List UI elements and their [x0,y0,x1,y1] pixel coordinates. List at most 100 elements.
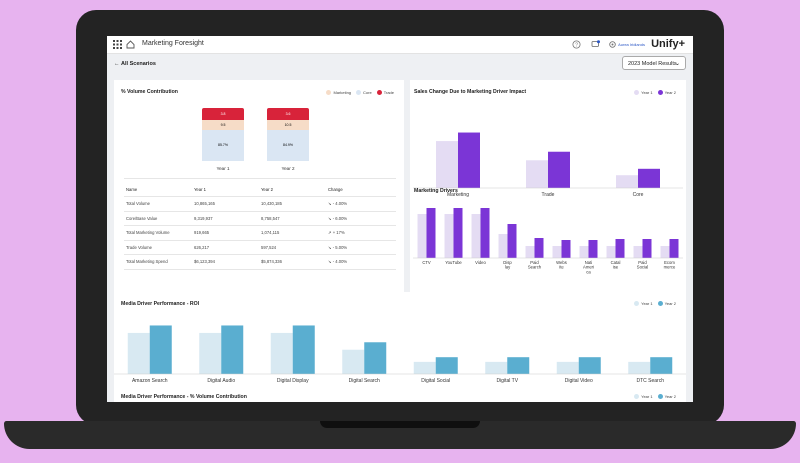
change-value: - 5.00% [332,244,348,250]
bar-year1 [525,246,535,258]
help-icon[interactable]: ? [572,40,581,49]
cell-y1: 919,665 [192,225,259,241]
table-row: Total Marketing Volume 919,665 1,074,115 ↗ … [124,225,396,241]
category-label: Video [475,260,486,265]
category-label: Disp lay [503,260,512,270]
cell-y2: 10,430,185 [259,196,326,212]
bar-year1 [444,214,454,258]
roi-legend: Year 1 Year 2 [634,301,676,307]
segment-trade: 3.8 [202,108,244,120]
bar-year2 [480,208,490,258]
bar-year2 [548,151,570,188]
category-label: CTV [422,260,431,265]
bar-year2 [642,239,652,258]
change-value: - 4.00% [332,259,348,265]
bar-year2 [149,325,172,374]
cell-y2: 1,074,115 [259,225,326,241]
bar-year2 [588,240,598,258]
trend-down-icon: ↘ [328,244,333,250]
bar-year2 [426,208,436,258]
bar-year2 [458,132,480,188]
volume-contribution-title: % Volume Contribution [121,89,178,95]
trend-down-icon: ↘ [328,259,333,265]
segment-marketing: 10.5 [267,120,309,130]
volume-performance-title: Media Driver Performance - % Volume Cont… [121,394,247,400]
legend-year2: Year 2 [657,90,676,96]
roi-card: Media Driver Performance - ROI Year 1 Ye… [114,292,686,392]
col-year2: Year 2 [259,182,326,197]
category-label: Digital Display [277,378,309,384]
cell-y2: 597,524 [259,240,326,255]
bar-year2 [507,224,517,258]
trend-up-icon: ↗ [328,230,333,236]
bar-year2 [561,240,571,258]
bar-year2 [578,357,601,374]
legend-year1: Year 1 [634,301,653,307]
category-label: Webs ite [556,260,567,270]
segment-marketing: 9.5 [202,120,244,130]
bar-year2 [615,239,625,258]
change-value: - 4.00% [332,201,348,207]
notifications-icon[interactable] [591,40,600,49]
top-bar: Marketing Foresight ? Aurea Iridiands Un… [107,36,693,54]
bar-year1 [552,246,562,258]
cell-change: ↘ - 5.00% [326,240,396,255]
roi-title: Media Driver Performance - ROI [121,301,200,307]
col-name: Name [124,182,192,197]
category-label: YouTube [445,260,462,265]
col-year1: Year 1 [192,182,259,197]
cell-y1: $6,123,394 [192,254,259,270]
bar-year1 [342,349,365,374]
bar-year1 [270,332,293,374]
category-label: Ecom merce [664,260,676,270]
bar-year1 [498,234,508,258]
apps-grid-icon[interactable] [113,40,122,49]
bar-year2 [221,325,244,374]
app-title: Marketing Foresight [142,40,204,47]
legend-core: Core [356,90,372,96]
svg-text:?: ? [575,42,578,48]
bar-year2 [292,325,315,374]
bar-year2 [453,208,463,258]
trend-down-icon: ↘ [328,215,333,221]
volume-contribution-legend: Marketing Core Trade [326,90,394,96]
bar-year1 [616,175,638,188]
app-screen: Marketing Foresight ? Aurea Iridiands Un… [107,36,693,402]
bar-year1 [579,246,589,258]
chevron-down-icon: ⌄ [674,61,680,67]
col-change: Change [326,182,396,197]
arrow-left-icon: ← [114,61,122,67]
table-row: Trade Volume 626,217 597,524 ↘ - 5.00% [124,240,396,255]
category-label: Core [633,192,644,198]
bar-year1 [471,214,481,258]
change-value: + 17% [332,230,345,236]
model-results-select[interactable]: 2023 Model Results ⌄ [622,56,686,70]
category-label: DTC Search [636,378,664,384]
table-row: Total Marketing Spend $6,123,394 $5,874,33… [124,254,396,270]
brand-logo: Unify+ [651,38,685,50]
settings-gear-icon[interactable] [608,40,617,49]
home-icon[interactable] [126,40,135,49]
category-label: Nati Ameri ca [583,260,594,274]
bar-year2 [507,357,530,374]
volume-performance-legend: Year 1 Year 2 [634,394,676,400]
category-label: Digital Search [349,378,380,384]
cell-name: Total Volume [124,196,192,212]
bar-year1 [606,246,616,258]
bar-year1 [628,361,651,374]
cell-name: Core/Base Value [124,211,192,226]
legend-year2: Year 2 [657,394,676,400]
user-name[interactable]: Aurea Iridiands [618,42,645,47]
category-label: Digital TV [496,378,518,384]
stacked-bar-year1: 3.8 9.5 85.7% [202,108,244,161]
cell-change: ↘ - 6.00% [326,211,396,226]
legend-year1: Year 1 [634,394,653,400]
category-label: Digital Audio [207,378,235,384]
bar-year1 [413,361,436,374]
category-label: Digital Video [565,378,593,384]
bar-year2 [638,168,660,188]
segment-core: 85.7% [202,130,244,161]
sales-change-card: Sales Change Due to Marketing Driver Imp… [410,80,686,298]
marketing-drivers-title: Marketing Drivers [414,188,458,194]
back-to-scenarios-link[interactable]: ← All Scenarios [114,61,156,67]
